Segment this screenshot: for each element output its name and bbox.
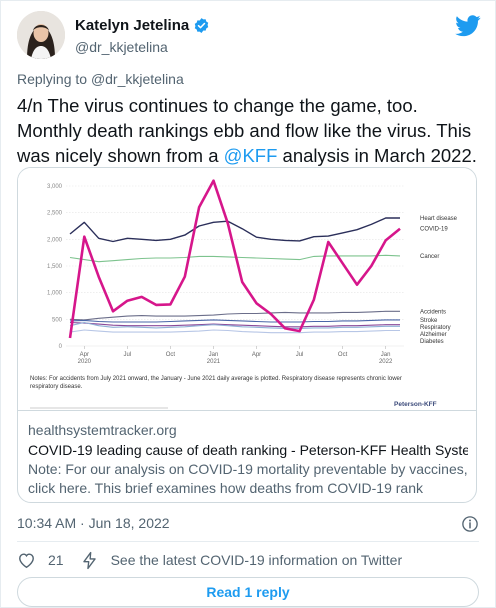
divider: [17, 541, 479, 542]
link-card[interactable]: 3,000 2,500 2,000 1,500 1,000 500 0 Apr 2020 Jul O…: [17, 167, 477, 503]
kff-mention-link[interactable]: @KFF: [223, 145, 278, 166]
timestamp-row: 10:34 AM · Jun 18, 2022: [17, 515, 479, 533]
avatar-image: [17, 11, 65, 59]
twitter-bird-icon[interactable]: [455, 15, 481, 37]
tweet-text-before: 4/n The virus continues to change the ga…: [17, 95, 472, 166]
timestamp[interactable]: 10:34 AM · Jun 18, 2022: [17, 515, 170, 531]
card-description: Note: For our analysis on COVID-19 morta…: [28, 461, 468, 496]
series-line-alzheimer: [69, 321, 400, 329]
y-tick-label: 3,000: [47, 184, 63, 190]
series-line-heart-disease: [69, 217, 400, 243]
x-tick-label: Apr: [252, 352, 261, 358]
like-count[interactable]: 21: [48, 552, 64, 568]
card-meta: healthsystemtracker.org COVID-19 leading…: [28, 420, 468, 498]
tweet-text-after: analysis in March 2022.: [277, 145, 477, 166]
series-line-accidents: [69, 310, 400, 321]
tweet-text: 4/n The virus continues to change the ga…: [17, 93, 479, 168]
card-domain: healthsystemtracker.org: [28, 422, 177, 438]
chart-notes-line2: respiratory disease.: [30, 384, 83, 390]
author-handle[interactable]: @dr_kkjetelina: [75, 39, 168, 55]
replying-to: Replying to @dr_kkjetelina: [17, 71, 184, 87]
verified-badge-icon: [194, 18, 209, 33]
series-line-respiratory: [69, 321, 400, 328]
legend-label-heart-disease: Heart disease: [420, 216, 458, 222]
covid-info-link[interactable]: See the latest COVID-19 information on T…: [110, 552, 403, 568]
replying-prefix: Replying to: [17, 71, 88, 87]
x-tick-label: Jan: [381, 352, 391, 358]
series-line-stroke: [69, 319, 400, 323]
legend-label-diabetes: Diabetes: [420, 339, 444, 345]
x-tick-label: Jul: [296, 352, 304, 358]
legend-label-respiratory: Respiratory: [420, 325, 451, 331]
y-tick-label: 500: [52, 317, 63, 323]
legend-label-accidents: Accidents: [420, 309, 446, 315]
legend-label-cancer: Cancer: [420, 254, 439, 260]
x-tick-year: 2020: [78, 359, 92, 365]
tweet-header: Katelyn Jetelina @dr_kkjetelina: [17, 11, 481, 59]
x-tick-label: Oct: [166, 352, 176, 358]
legend-label-alzheimer: Alzheimer: [420, 332, 447, 338]
series-line-covid-19: [68, 179, 401, 339]
heart-icon[interactable]: [17, 551, 36, 570]
replying-mention[interactable]: @dr_kkjetelina: [90, 71, 184, 87]
x-tick-label: Jul: [124, 352, 132, 358]
avatar[interactable]: [17, 11, 65, 59]
action-bar: 21 See the latest COVID-19 information o…: [17, 550, 402, 570]
y-tick-label: 2,500: [47, 211, 63, 217]
y-tick-label: 1,000: [47, 291, 63, 297]
card-title[interactable]: COVID-19 leading cause of death ranking …: [28, 442, 468, 458]
x-tick-label: Apr: [80, 352, 89, 358]
y-tick-label: 2,000: [47, 237, 63, 243]
chart-notes-line1: Notes: For accidents from July 2021 onwa…: [30, 376, 402, 382]
x-tick-year: 2021: [207, 359, 221, 365]
y-tick-label: 1,500: [47, 264, 63, 270]
info-icon[interactable]: [461, 515, 479, 533]
x-tick-year: 2022: [379, 359, 393, 365]
peterson-kff-logo: Peterson-KFF: [394, 401, 437, 408]
name-row: Katelyn Jetelina: [75, 17, 210, 34]
legend-label-stroke: Stroke: [420, 318, 438, 324]
lightning-bolt-icon: [82, 551, 96, 569]
author-name[interactable]: Katelyn Jetelina: [75, 17, 190, 34]
card-media[interactable]: 3,000 2,500 2,000 1,500 1,000 500 0 Apr 2020 Jul O…: [18, 168, 476, 411]
x-tick-label: Oct: [338, 352, 348, 358]
legend-label-covid-19: COVID-19: [420, 227, 448, 233]
x-tick-label: Jan: [209, 352, 219, 358]
y-tick-label: 0: [59, 344, 63, 350]
read-reply-button[interactable]: Read 1 reply: [17, 577, 479, 607]
series-line-diabetes: [69, 329, 400, 334]
